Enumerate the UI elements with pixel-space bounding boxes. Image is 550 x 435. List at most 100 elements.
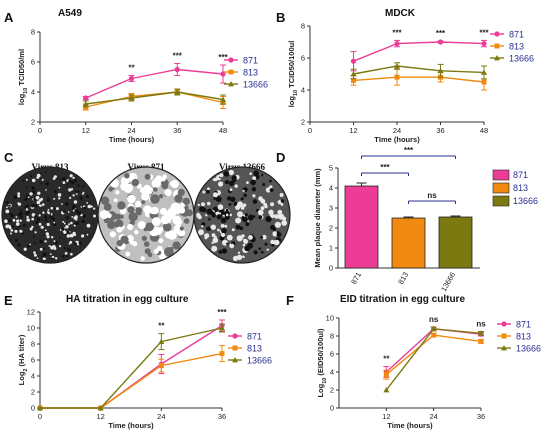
plaque-spot [33, 253, 37, 257]
plaque-spot [90, 205, 93, 208]
plaque-spot [120, 181, 130, 191]
panel-b-label: B [276, 10, 285, 25]
plaque-spot [270, 239, 275, 245]
plaque-spot [66, 183, 68, 186]
plaque-spot [242, 203, 247, 207]
plaque-spot [218, 250, 223, 254]
x-tick-label: 48 [480, 126, 488, 135]
x-tick-label: 0 [308, 126, 312, 135]
plaque-spot [144, 173, 151, 180]
plaque-spot [235, 224, 241, 230]
data-point-813 [219, 351, 225, 357]
plaque-spot [44, 240, 47, 243]
plaque-spot [207, 187, 210, 191]
plaque-spot [26, 194, 30, 197]
plaque-spot [109, 231, 116, 238]
plaque-spot [8, 204, 11, 207]
series-line-13666 [353, 65, 485, 75]
plaque-spot [59, 245, 62, 248]
plaque-spot [141, 200, 146, 205]
plaque-spot [42, 257, 46, 261]
plaque-spot [45, 181, 50, 186]
plaque-spot [103, 203, 112, 211]
plaque-spot [72, 231, 76, 235]
plaque-spot [44, 216, 48, 219]
y-axis-label: Log2 (HA titer) [17, 334, 29, 385]
x-axis-label: Time (hours) [387, 421, 433, 430]
plaque-spot [162, 222, 172, 232]
y-tick-label: 6 [301, 54, 305, 63]
data-point-13666 [394, 63, 400, 69]
y-tick-label: 12 [27, 308, 35, 317]
plaque-spot [38, 204, 41, 207]
plaque-spot [39, 247, 43, 251]
legend-label-13666: 13666 [243, 79, 268, 89]
plaque-spot [135, 207, 143, 215]
x-tick-label: 36 [218, 412, 226, 421]
plaque-spot [116, 240, 123, 247]
plaque-spot [19, 219, 22, 222]
plaque-spot [114, 219, 124, 229]
data-point-871 [437, 39, 444, 45]
plaque-spot [174, 194, 183, 203]
bar-871 [344, 185, 379, 269]
plaque-spot [219, 173, 224, 178]
legend-swatch-813 [492, 182, 510, 194]
plaque-spot [235, 217, 242, 224]
plaque-spot [210, 224, 216, 230]
legend-marker-871 [232, 333, 238, 339]
plaque-spot [67, 211, 70, 213]
y-tick-label: 6 [31, 356, 35, 365]
plaque-spot [213, 192, 218, 198]
y-tick-label: 8 [31, 340, 35, 349]
plaque-spot [47, 196, 49, 199]
plaque-spot [8, 219, 12, 223]
plaque-spot [41, 203, 45, 206]
plaque-spot [253, 250, 258, 255]
plaque-spot [244, 213, 248, 217]
plaque-spot [143, 241, 150, 247]
plaque-spot [36, 257, 39, 260]
plaque-spot [75, 209, 79, 213]
plaque-spot [25, 186, 28, 189]
plaque-spot [45, 189, 47, 191]
plaque-spot [52, 177, 56, 180]
plaque-spot [154, 175, 163, 184]
plaque-spot [34, 203, 38, 207]
plaque-spot [15, 216, 18, 218]
plaque-spot [40, 178, 42, 181]
series-line-13666 [40, 327, 223, 409]
plaque-spot [230, 243, 234, 248]
plaque-spot [131, 178, 139, 187]
legend-marker-13666 [228, 81, 234, 87]
plaque-spot [71, 216, 74, 218]
legend-marker-13666 [232, 357, 238, 363]
plaque-spot [73, 224, 76, 227]
x-tick-label: 12 [382, 412, 390, 421]
plaque-spot [220, 232, 226, 238]
plaque-spot [224, 210, 230, 217]
plaque-spot [228, 203, 232, 206]
plaque-spot [77, 211, 82, 216]
plaque-spot [182, 197, 190, 206]
plaque-spot [35, 195, 40, 200]
plaque-spot [25, 208, 29, 211]
y-tick-label: 2 [329, 224, 333, 233]
panel-a-title: A549 [58, 8, 82, 19]
plaque-spot [282, 216, 287, 221]
data-point-813 [394, 74, 400, 80]
plaque-spot [153, 187, 158, 192]
data-point-813 [481, 79, 487, 85]
plaque-spot [38, 219, 41, 221]
data-point-13666 [478, 330, 484, 336]
plaque-spot [20, 215, 23, 219]
plaque-spot [32, 190, 36, 194]
plaque-spot [29, 192, 33, 196]
plaque-spot [25, 211, 29, 215]
plaque-spot [51, 245, 56, 249]
plaque-spot [55, 257, 58, 260]
plaque-spot [251, 187, 257, 192]
plaque-spot [43, 233, 45, 236]
x-tick-label: 12 [349, 126, 357, 135]
